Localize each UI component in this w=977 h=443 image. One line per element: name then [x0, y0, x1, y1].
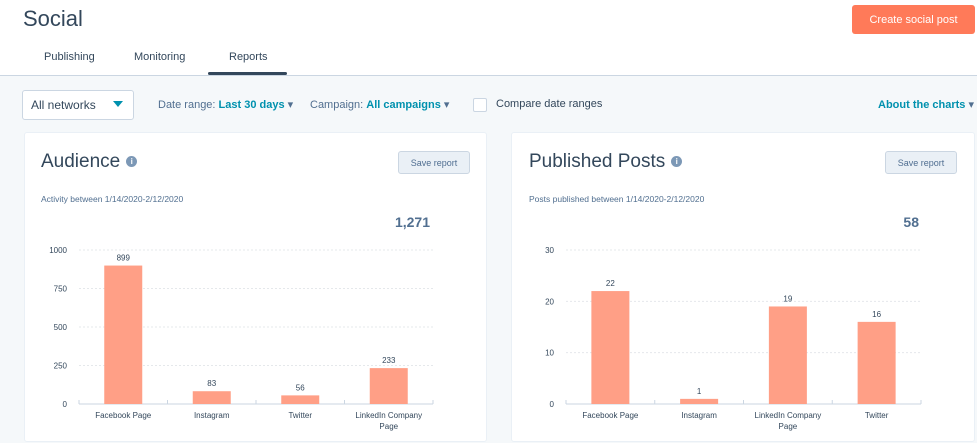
bar-chart: 0 250 500 750 1000 899 Facebook Page 83 Instagra… — [49, 246, 434, 431]
data-label: 1 — [697, 387, 702, 396]
x-tick-label: Instagram — [681, 411, 717, 420]
y-tick-label: 1000 — [49, 246, 67, 255]
card-subtitle: Posts published between 1/14/2020-2/12/2… — [529, 194, 705, 204]
card-title: Published Posts i — [529, 151, 683, 173]
data-label: 22 — [606, 279, 615, 288]
y-tick-label: 250 — [54, 362, 68, 371]
data-label: 19 — [783, 294, 792, 303]
campaign-value[interactable]: All campaigns — [366, 99, 441, 111]
page-title: Social — [23, 6, 83, 31]
tab-monitoring[interactable]: Monitoring — [134, 51, 186, 63]
caret-down-icon: ▾ — [287, 99, 294, 111]
card-title-text: Audience — [41, 151, 121, 172]
save-report-button[interactable]: Save report — [398, 151, 470, 174]
data-label: 16 — [872, 310, 881, 319]
tab-reports[interactable]: Reports — [229, 51, 268, 63]
networks-dropdown[interactable]: All networks — [22, 90, 134, 120]
info-icon[interactable]: i — [126, 156, 138, 168]
y-tick-label: 10 — [545, 349, 554, 358]
y-tick-label: 0 — [63, 400, 68, 409]
x-tick-label: LinkedIn Company — [355, 411, 422, 420]
caret-down-icon — [113, 101, 123, 107]
data-label: 233 — [382, 356, 396, 365]
y-tick-label: 750 — [54, 285, 68, 294]
y-tick-label: 0 — [550, 400, 555, 409]
x-tick-label: Facebook Page — [95, 411, 152, 420]
bar-chart: 0 10 20 30 22 Facebook Page 1 Instagram 19 Linked… — [545, 246, 922, 431]
bar — [680, 398, 719, 404]
card-subtitle: Activity between 1/14/2020-2/12/2020 — [41, 194, 184, 204]
data-label: 83 — [207, 379, 216, 388]
x-tick-label: LinkedIn Company — [755, 411, 822, 420]
compare-label: Compare date ranges — [496, 98, 603, 110]
active-tab-indicator — [208, 72, 287, 75]
caret-down-icon: ▾ — [443, 99, 450, 111]
campaign-filter[interactable]: Campaign: All campaigns ▾ — [310, 98, 449, 111]
date-range-value[interactable]: Last 30 days — [218, 99, 285, 111]
caret-down-icon: ▾ — [968, 99, 974, 111]
card-total: 1,271 — [394, 214, 430, 230]
tab-publishing[interactable]: Publishing — [44, 51, 95, 63]
bar — [192, 391, 231, 404]
card-title-text: Published Posts — [529, 151, 666, 172]
x-tick-label: Twitter — [288, 411, 312, 420]
compare-checkbox[interactable] — [473, 98, 487, 112]
x-tick-label: Page — [379, 422, 398, 431]
save-report-button[interactable]: Save report — [885, 151, 957, 174]
x-tick-label: Page — [779, 422, 798, 431]
bar — [857, 321, 896, 404]
campaign-label: Campaign: — [310, 99, 364, 111]
info-icon[interactable]: i — [671, 156, 683, 168]
y-tick-label: 500 — [54, 323, 68, 332]
date-range-label: Date range: — [158, 99, 216, 111]
bar — [768, 306, 807, 404]
networks-value: All networks — [31, 98, 96, 112]
y-tick-label: 20 — [545, 297, 554, 306]
published-posts-card: 0 10 20 30 22 Facebook Page 1 Instagram 19 Linked… — [511, 132, 975, 442]
date-range-filter[interactable]: Date range: Last 30 days ▾ — [158, 98, 293, 111]
x-tick-label: Twitter — [865, 411, 889, 420]
create-social-post-button[interactable]: Create social post — [852, 5, 975, 34]
about-charts-link[interactable]: About the charts ▾ — [878, 98, 974, 111]
x-tick-label: Facebook Page — [582, 411, 639, 420]
audience-card: 0 250 500 750 1000 899 Facebook Page 83 Instagra… — [24, 132, 487, 442]
data-label: 899 — [117, 254, 131, 263]
bar — [281, 395, 320, 404]
top-bar: Social Create social post Publishing Mon… — [0, 0, 977, 76]
card-title: Audience i — [41, 151, 138, 173]
card-total: 58 — [903, 214, 919, 230]
x-tick-label: Instagram — [194, 411, 230, 420]
bar — [591, 291, 630, 404]
bar — [104, 265, 143, 404]
y-tick-label: 30 — [545, 246, 554, 255]
bar — [369, 368, 408, 404]
about-charts-label: About the charts — [878, 99, 966, 111]
data-label: 56 — [296, 383, 305, 392]
